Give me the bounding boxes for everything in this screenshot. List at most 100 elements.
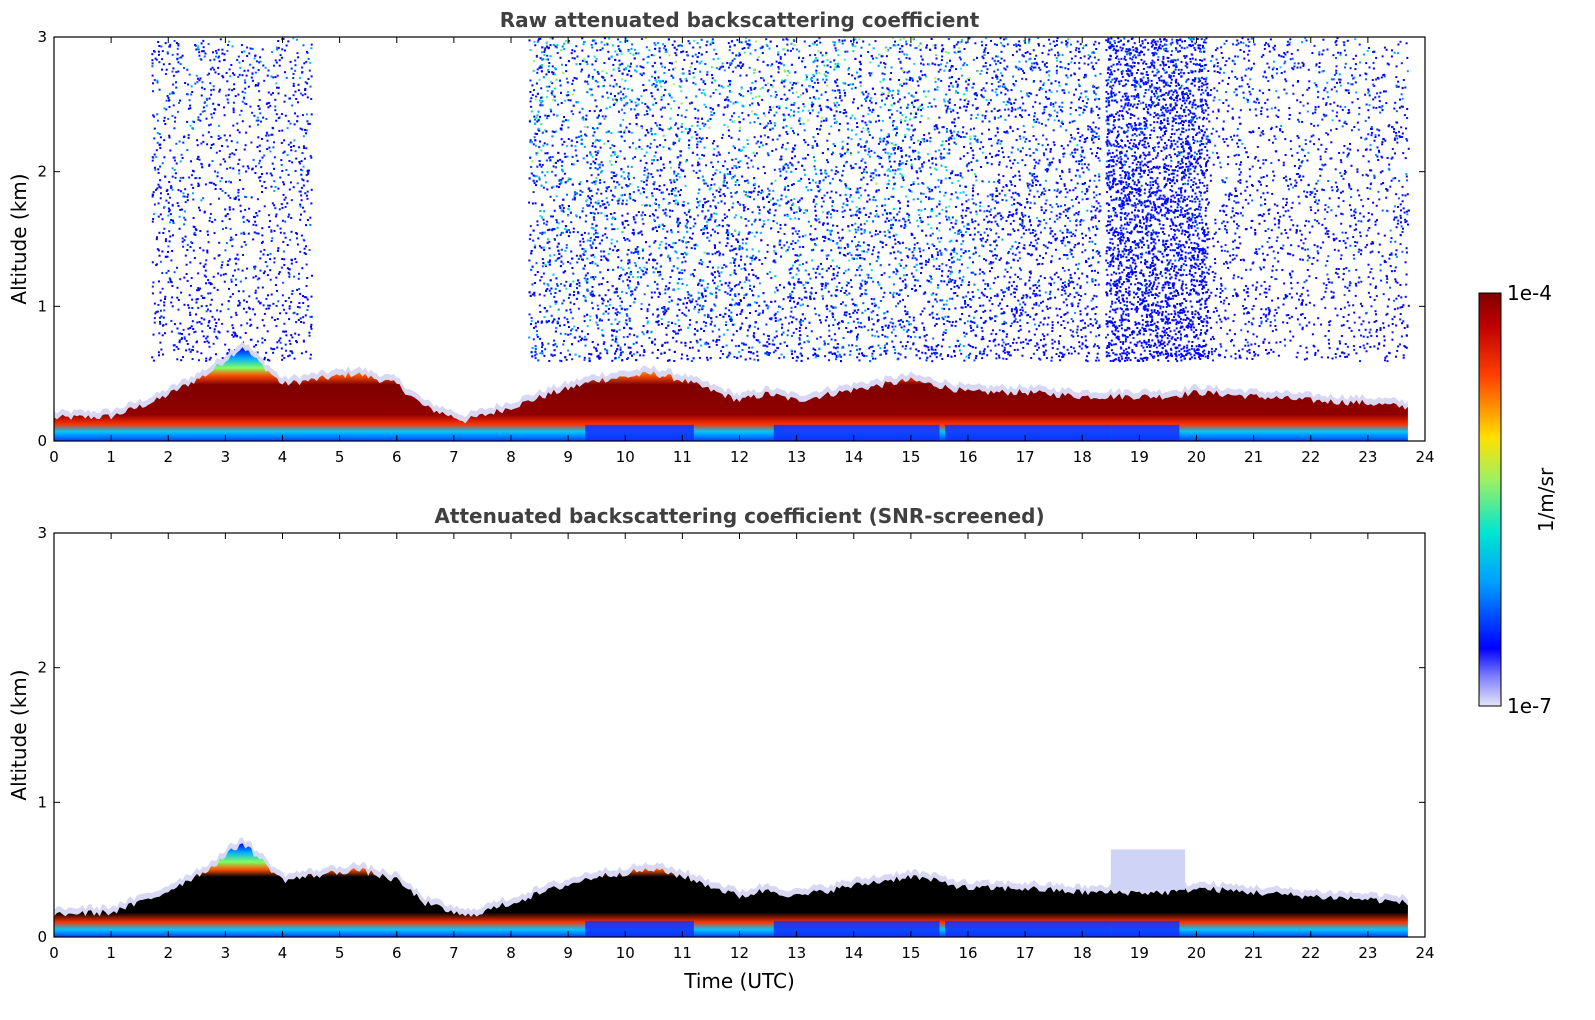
noise-point — [837, 89, 840, 92]
noise-point — [726, 181, 728, 184]
noise-point — [619, 346, 622, 349]
noise-point — [928, 274, 931, 277]
noise-point — [781, 323, 784, 326]
noise-point — [163, 107, 166, 110]
noise-point — [549, 55, 552, 58]
noise-point — [713, 183, 716, 186]
noise-point — [930, 173, 933, 176]
noise-point — [573, 76, 576, 79]
noise-point — [685, 213, 688, 216]
noise-point — [159, 322, 162, 325]
noise-point — [677, 203, 679, 206]
noise-point — [221, 48, 224, 51]
noise-point — [597, 85, 600, 88]
noise-point — [302, 316, 305, 319]
noise-point — [163, 156, 166, 159]
noise-point — [275, 213, 278, 216]
noise-point — [737, 293, 740, 296]
noise-point — [170, 186, 173, 189]
noise-point — [169, 43, 172, 46]
noise-point — [533, 40, 536, 43]
noise-point — [617, 67, 620, 70]
noise-point — [159, 179, 162, 182]
noise-point — [887, 197, 890, 200]
noise-point — [732, 333, 735, 336]
noise-point — [250, 323, 253, 326]
noise-point — [626, 335, 629, 338]
noise-point — [158, 332, 161, 335]
noise-point — [305, 350, 308, 353]
noise-point — [567, 138, 570, 140]
noise-point — [730, 245, 733, 248]
noise-point — [209, 303, 212, 306]
noise-point — [285, 312, 288, 315]
noise-point — [254, 289, 257, 292]
noise-point — [781, 143, 784, 146]
noise-point — [302, 44, 305, 47]
noise-point — [536, 114, 539, 117]
noise-point — [915, 258, 918, 261]
noise-point — [270, 75, 273, 78]
noise-point — [617, 45, 620, 48]
noise-point — [220, 266, 223, 269]
noise-point — [203, 340, 206, 343]
noise-point — [286, 244, 289, 246]
noise-point — [824, 81, 827, 84]
noise-point — [957, 179, 960, 182]
noise-point — [221, 220, 224, 223]
noise-point — [790, 42, 793, 45]
noise-point — [809, 54, 811, 57]
noise-point — [685, 306, 688, 309]
noise-point — [610, 189, 613, 192]
noise-point — [961, 279, 964, 282]
noise-point — [948, 205, 951, 208]
noise-point — [206, 340, 209, 343]
noise-point — [832, 316, 835, 318]
noise-point — [787, 189, 790, 192]
noise-point — [242, 187, 245, 190]
noise-point — [290, 149, 293, 152]
noise-point — [833, 41, 836, 44]
noise-point — [203, 318, 206, 321]
noise-point — [159, 165, 162, 168]
noise-point — [820, 205, 823, 208]
noise-point — [911, 149, 914, 152]
noise-point — [534, 273, 537, 276]
noise-point — [733, 294, 736, 297]
noise-point — [532, 69, 535, 72]
noise-point — [276, 346, 279, 349]
noise-point — [153, 50, 156, 53]
noise-point — [705, 51, 708, 54]
noise-point — [269, 252, 272, 255]
noise-point — [233, 73, 236, 76]
noise-point — [584, 220, 587, 223]
noise-point — [578, 284, 581, 287]
noise-point — [879, 347, 882, 350]
noise-point — [864, 121, 867, 124]
noise-point — [973, 283, 976, 286]
noise-point — [258, 107, 261, 110]
noise-point — [607, 307, 610, 310]
noise-point — [951, 134, 954, 137]
noise-point — [203, 274, 206, 277]
noise-point — [951, 297, 954, 300]
noise-point — [570, 221, 573, 224]
noise-point — [172, 222, 175, 224]
noise-point — [155, 188, 157, 191]
noise-point — [538, 293, 541, 296]
noise-point — [912, 316, 915, 319]
noise-point — [165, 255, 167, 258]
noise-point — [205, 275, 207, 278]
noise-point — [974, 42, 977, 45]
noise-point — [168, 277, 171, 280]
noise-point — [530, 316, 533, 319]
noise-point — [160, 315, 163, 318]
noise-point — [932, 265, 935, 268]
noise-point — [274, 284, 277, 286]
noise-point — [288, 213, 291, 216]
noise-point — [697, 109, 700, 112]
noise-point — [588, 190, 591, 192]
noise-point — [817, 111, 820, 114]
noise-point — [870, 277, 873, 279]
noise-point — [207, 308, 209, 311]
